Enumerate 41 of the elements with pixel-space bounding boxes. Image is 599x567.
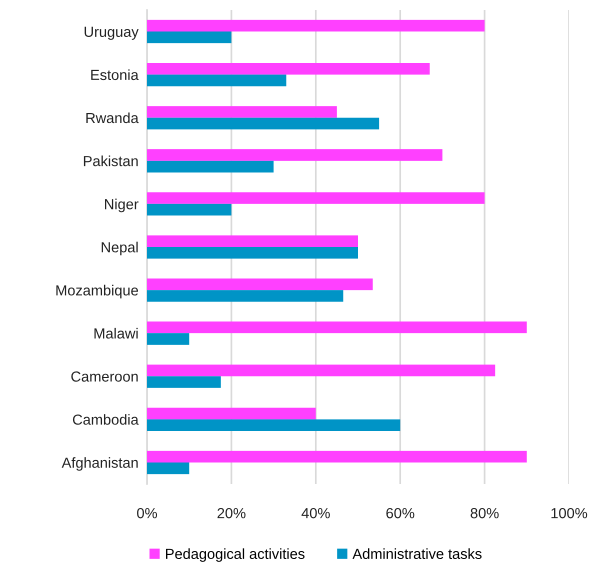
bar [147,20,485,32]
bar [147,192,485,204]
y-tick-label: Cameroon [71,371,138,382]
bar [147,333,190,345]
y-tick-label: Uruguay [84,26,139,40]
x-tick-label: 80% [470,508,499,518]
bar [147,278,373,290]
bar [147,118,380,130]
x-tick-label: 20% [218,508,246,518]
bar [147,106,337,118]
y-tick-label: Estonia [91,69,139,80]
bar [147,364,496,376]
x-tick-label: 40% [302,508,330,518]
x-tick-label: 0% [137,508,158,518]
bar [147,290,344,302]
bar [147,462,190,474]
y-tick-label: Rwanda [86,112,139,124]
legend-label: Pedagogical activities [166,548,305,562]
y-tick-label: Afghanistan [62,457,138,471]
bar [147,419,400,431]
bar [147,149,442,161]
y-tick-label: Niger [105,198,138,212]
bar [147,376,221,388]
bar [147,160,274,172]
y-tick-label: Cambodia [72,414,139,425]
y-tick-label: Pakistan [84,156,138,166]
bar [147,32,232,44]
bar [147,450,527,462]
bar [147,322,527,334]
y-tick-label: Nepal [102,242,138,256]
x-tick-label: 100% [551,508,588,518]
legend-label: Administrative tasks [352,548,482,560]
bar [147,74,286,86]
x-tick-label: 60% [386,508,414,518]
y-tick-label: Mozambique [56,284,138,298]
bar [147,408,316,420]
bar [147,204,232,216]
bar [147,235,358,247]
y-tick-label: Malawi [94,328,138,339]
bar [147,247,358,259]
bar [147,63,430,75]
